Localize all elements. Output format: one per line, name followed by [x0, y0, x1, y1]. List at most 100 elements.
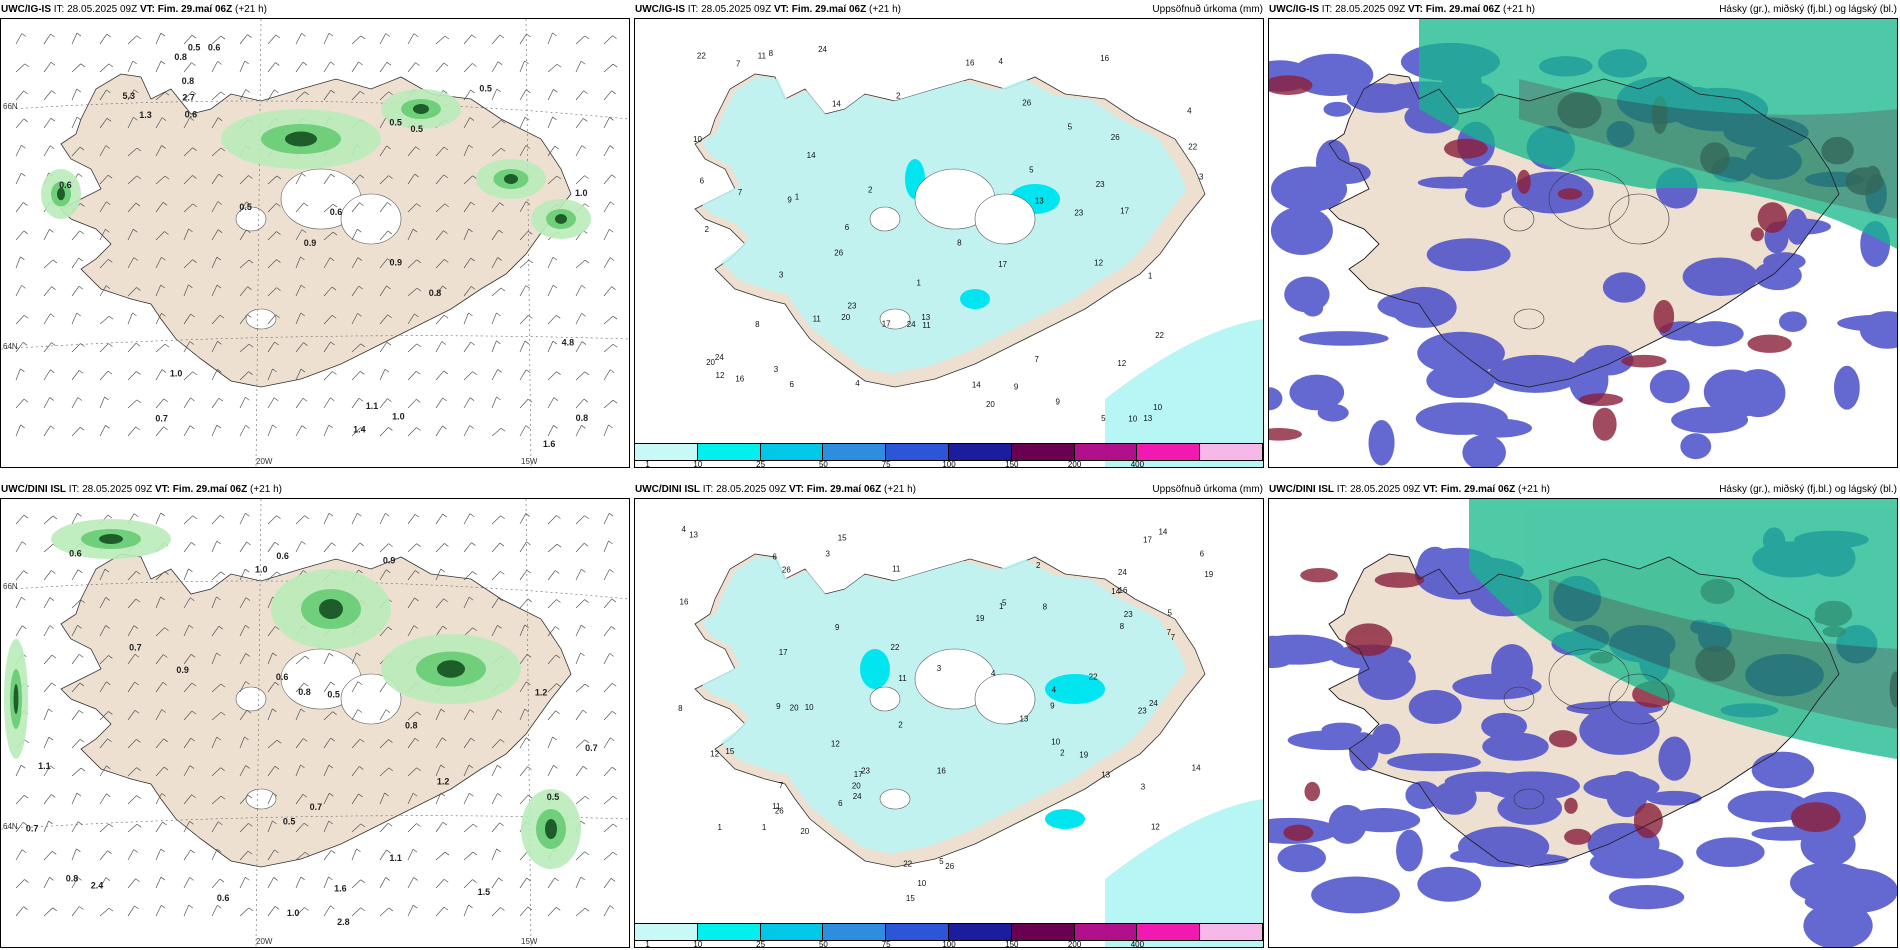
wind-barb [127, 147, 138, 157]
wind-barb [267, 596, 273, 609]
precip-core [960, 289, 990, 309]
wind-barb [183, 371, 193, 381]
precip-amount: 9 [1014, 383, 1019, 392]
grid-label: 15W [521, 457, 538, 466]
wind-barb [183, 710, 193, 721]
grid-label: 20W [256, 937, 273, 946]
wind-barb [295, 682, 305, 693]
precip-amount: 7 [1035, 355, 1040, 364]
wind-barb [267, 682, 276, 693]
wind-barb [71, 599, 81, 609]
wind-barb [295, 62, 304, 73]
wind-barb [295, 33, 302, 45]
precip-value: 0.7 [310, 802, 323, 812]
wind-barb [211, 369, 218, 381]
wind-barbs [15, 512, 618, 917]
wind-barb [295, 515, 305, 525]
wind-barb [435, 397, 443, 409]
wind-barb [379, 117, 387, 129]
wind-barb [463, 851, 474, 861]
wind-barb [211, 905, 218, 917]
wind-barb [323, 850, 332, 861]
wind-barb [71, 286, 80, 297]
wind-barb [127, 571, 137, 581]
wind-barb [323, 737, 331, 749]
wind-barb [435, 851, 446, 861]
wind-barb [183, 542, 192, 553]
wind-barb [267, 541, 276, 553]
precip-amount: 6 [845, 223, 850, 232]
wind-barb [15, 342, 24, 353]
wind-barb [71, 710, 80, 721]
wind-barb [183, 682, 193, 693]
wind-barb [435, 425, 443, 437]
wind-barb [15, 879, 25, 889]
wind-barb [239, 89, 247, 101]
precip-amount: 23 [1138, 707, 1147, 716]
precip-amount: 20 [986, 400, 995, 409]
wind-barb [99, 285, 107, 297]
wind-barb [239, 201, 247, 213]
precip-core [1045, 809, 1085, 829]
wind-barb [575, 599, 585, 609]
lead-time: (+21 h) [1518, 484, 1550, 495]
wind-barb [463, 709, 471, 721]
precip-amount: 4 [998, 57, 1003, 66]
precip-amount: 4 [1187, 107, 1192, 116]
wind-barb [71, 370, 80, 381]
wind-barb [99, 315, 110, 325]
precip-amount: 13 [1035, 196, 1044, 205]
precip-value: 0.8 [429, 288, 442, 298]
precip-amount: 13 [1019, 714, 1028, 723]
wind-barb [575, 371, 585, 381]
precip-value: 0.6 [208, 43, 221, 53]
wind-barb [575, 90, 584, 101]
valid-time: VT: Fim. 29.maí 06Z [1422, 484, 1516, 495]
precip-amount: 10 [1128, 414, 1137, 423]
wind-barb [183, 228, 189, 241]
wind-barb [71, 312, 78, 325]
wind-barb [603, 286, 612, 297]
graticule [1, 19, 629, 467]
precip-amount: 5 [1029, 165, 1034, 174]
panel-wind-ig: UWC/IG-IS IT: 28.05.2025 09Z VT: Fim. 29… [0, 4, 630, 468]
wind-barb [211, 314, 221, 325]
wind-barb [127, 229, 134, 241]
panel-title: Hásky (gr.), miðský (fj.bl.) og lágský (… [1719, 484, 1897, 495]
precip-amount: 3 [826, 550, 831, 559]
wind-barb [15, 541, 23, 553]
wind-barb [99, 655, 109, 665]
wind-map: 0.9 1.0 0.8 0.7 0.5 0.6 1.2 0.9 0.8 0.6 0.7 1.1 0.6 1… [1, 499, 629, 947]
wind-barb [183, 597, 191, 609]
panel-title: Uppsöfnuð úrkoma (mm) [1152, 484, 1263, 495]
precip-amount: 9 [835, 623, 840, 632]
wind-barb [15, 625, 23, 637]
wind-barb [407, 711, 418, 721]
lead-time: (+21 h) [235, 4, 267, 15]
wind-barb [491, 257, 498, 269]
legend-swatch [697, 924, 761, 940]
precip-map: 1 9 11 12 13 14 24 26 20 23 17 16 22 5 6 7 8 3 4 2 10 1 9 11 12 1… [635, 19, 1263, 467]
precip-core [555, 214, 567, 224]
wind-barb [491, 709, 499, 721]
wind-barb [491, 822, 500, 833]
wind-barb [603, 201, 611, 213]
wind-barb [575, 175, 585, 185]
wind-barb [211, 767, 221, 777]
wind-barb [211, 878, 221, 889]
wind-barb [211, 625, 220, 637]
wind-barb [155, 369, 163, 381]
wind-barb [547, 683, 557, 693]
precip-amount: 22 [903, 860, 912, 869]
wind-barb [547, 654, 557, 665]
precip-amount: 10 [1051, 737, 1060, 746]
wind-barb [575, 313, 582, 325]
wind-barb [155, 571, 165, 581]
wind-barb [435, 879, 445, 889]
wind-barb [71, 257, 80, 269]
wind-barb [15, 256, 21, 269]
precip-amount: 20 [800, 827, 809, 836]
wind-barb [15, 118, 25, 129]
glacier [1513, 788, 1545, 810]
wind-barb [295, 708, 302, 721]
